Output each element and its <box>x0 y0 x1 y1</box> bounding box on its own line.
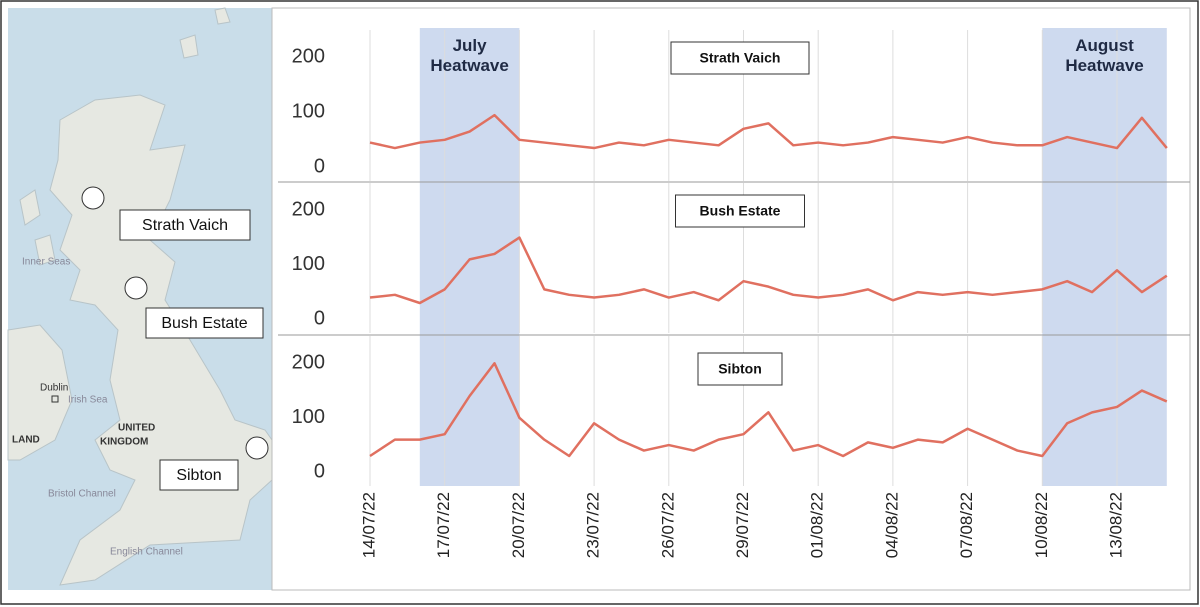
site-box <box>159 459 239 491</box>
x-tick-label: 13/08/22 <box>1106 492 1125 558</box>
map-label: Irish Sea <box>68 395 108 406</box>
site-label: Sibton <box>176 467 221 484</box>
panel-title: Sibton <box>718 361 762 377</box>
x-tick-label: 20/07/22 <box>509 492 528 558</box>
map-label: KINGDOM <box>100 437 148 448</box>
map-label: English Channel <box>110 547 183 558</box>
data-line <box>369 113 1168 150</box>
y-tick-label: 0 <box>314 308 325 330</box>
y-tick-label: 100 <box>292 101 325 123</box>
map-label: LAND <box>12 435 40 446</box>
map-label: Inner Seas <box>22 257 70 268</box>
dublin-marker <box>51 395 59 403</box>
x-tick-label: 29/07/22 <box>733 492 752 558</box>
data-line <box>369 236 1168 305</box>
y-tick-label: 100 <box>292 253 325 275</box>
x-tick-label: 17/07/22 <box>434 492 453 558</box>
panel-title-box <box>670 41 810 75</box>
heatwave-band <box>1042 28 1167 486</box>
y-tick-label: 200 <box>292 46 325 68</box>
heatwave-band <box>419 28 520 486</box>
y-tick-label: 0 <box>314 156 325 178</box>
map-label: Bristol Channel <box>48 489 116 500</box>
site-marker <box>81 186 105 210</box>
x-tick-label: 01/08/22 <box>808 492 827 558</box>
map-label: Dublin <box>40 383 68 394</box>
x-tick-label: 23/07/22 <box>584 492 603 558</box>
site-label: Bush Estate <box>161 315 247 332</box>
site-box <box>145 307 264 339</box>
heatwave-label: July Heatwave <box>430 36 509 75</box>
x-tick-label: 07/08/22 <box>957 492 976 558</box>
site-marker <box>245 436 269 460</box>
site-box <box>119 209 251 241</box>
data-line <box>369 362 1168 458</box>
x-tick-label: 10/08/22 <box>1032 492 1051 558</box>
y-tick-label: 200 <box>292 199 325 221</box>
panel-title-box <box>697 352 783 386</box>
x-tick-label: 26/07/22 <box>658 492 677 558</box>
y-tick-label: 100 <box>292 406 325 428</box>
ireland <box>7 324 73 461</box>
map-label: UNITED <box>118 423 155 434</box>
panel-title: Bush Estate <box>700 203 781 219</box>
site-marker <box>124 276 148 300</box>
islands <box>19 7 231 266</box>
heatwave-label: August Heatwave <box>1065 36 1144 75</box>
y-tick-label: 0 <box>314 461 325 483</box>
y-tick-label: 200 <box>292 352 325 374</box>
x-tick-label: 04/08/22 <box>882 492 901 558</box>
map <box>7 7 273 590</box>
site-label: Strath Vaich <box>142 217 228 234</box>
x-tick-label: 14/07/22 <box>359 492 378 558</box>
panel-title-box <box>675 194 805 228</box>
panel-title: Strath Vaich <box>700 50 781 66</box>
